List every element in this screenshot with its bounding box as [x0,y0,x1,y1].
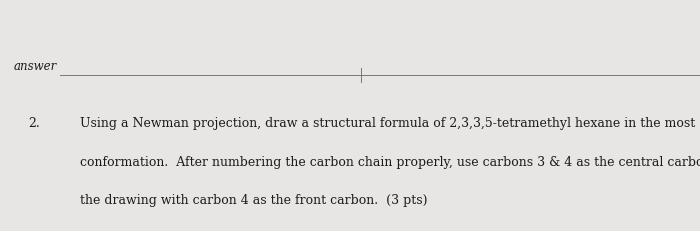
Text: 2.: 2. [28,117,40,130]
Text: Using a Newman projection, draw a structural formula of 2,3,3,5-tetramethyl hexa: Using a Newman projection, draw a struct… [80,117,700,130]
Text: the drawing with carbon 4 as the front carbon.  (3 pts): the drawing with carbon 4 as the front c… [80,194,428,207]
Text: conformation.  After numbering the carbon chain properly, use carbons 3 & 4 as t: conformation. After numbering the carbon… [80,156,700,169]
Text: answer: answer [14,60,57,73]
